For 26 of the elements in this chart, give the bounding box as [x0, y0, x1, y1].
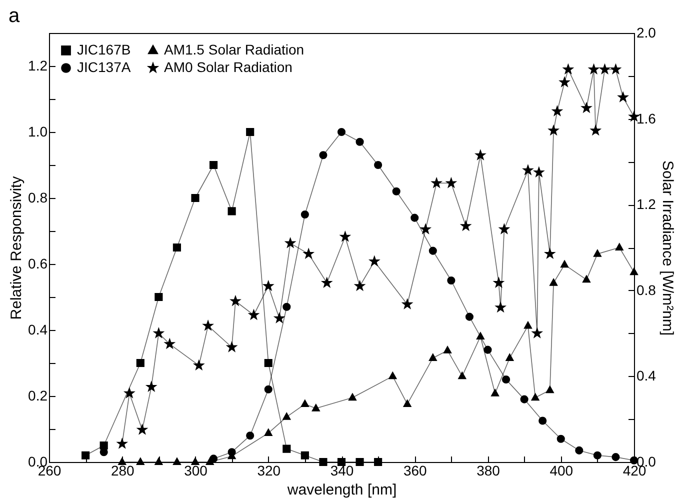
y2-tick-label: 0.8	[636, 282, 656, 298]
legend-label: JIC137A	[77, 59, 132, 75]
legend-label: AM1.5 Solar Radiation	[164, 42, 304, 58]
x-tick-label: 380	[476, 462, 500, 478]
y2-tick-label: 1.6	[636, 110, 656, 126]
y2-tick-label: 1.2	[636, 196, 656, 212]
x-tick-label: 320	[257, 462, 281, 478]
x-tick-label: 400	[550, 462, 574, 478]
x-tick-label: 340	[330, 462, 354, 478]
y-axis-title: Relative Responsivity	[8, 176, 26, 320]
y2-tick-label: 0.4	[636, 368, 656, 384]
y-tick-label: 0.8	[28, 190, 48, 206]
y2-axis-title: Solar Irradiance [W/m²nm]	[658, 160, 676, 336]
x-tick-label: 280	[110, 462, 135, 478]
chart-title: a	[8, 5, 21, 27]
x-tick-label: 300	[184, 462, 208, 478]
x-tick-label: 360	[403, 462, 428, 478]
y-tick-label: 0.4	[28, 322, 48, 338]
legend-label: AM0 Solar Radiation	[164, 59, 292, 75]
y-tick-label: 1.0	[28, 124, 48, 140]
y2-tick-label: 2.0	[636, 24, 656, 40]
y-tick-label: 0.2	[28, 388, 48, 404]
y-tick-label: 0.6	[28, 256, 48, 272]
legend-label: JIC167B	[77, 41, 131, 58]
y-tick-label: 1.2	[28, 58, 48, 74]
x-axis-title: wavelength [nm]	[286, 482, 397, 498]
